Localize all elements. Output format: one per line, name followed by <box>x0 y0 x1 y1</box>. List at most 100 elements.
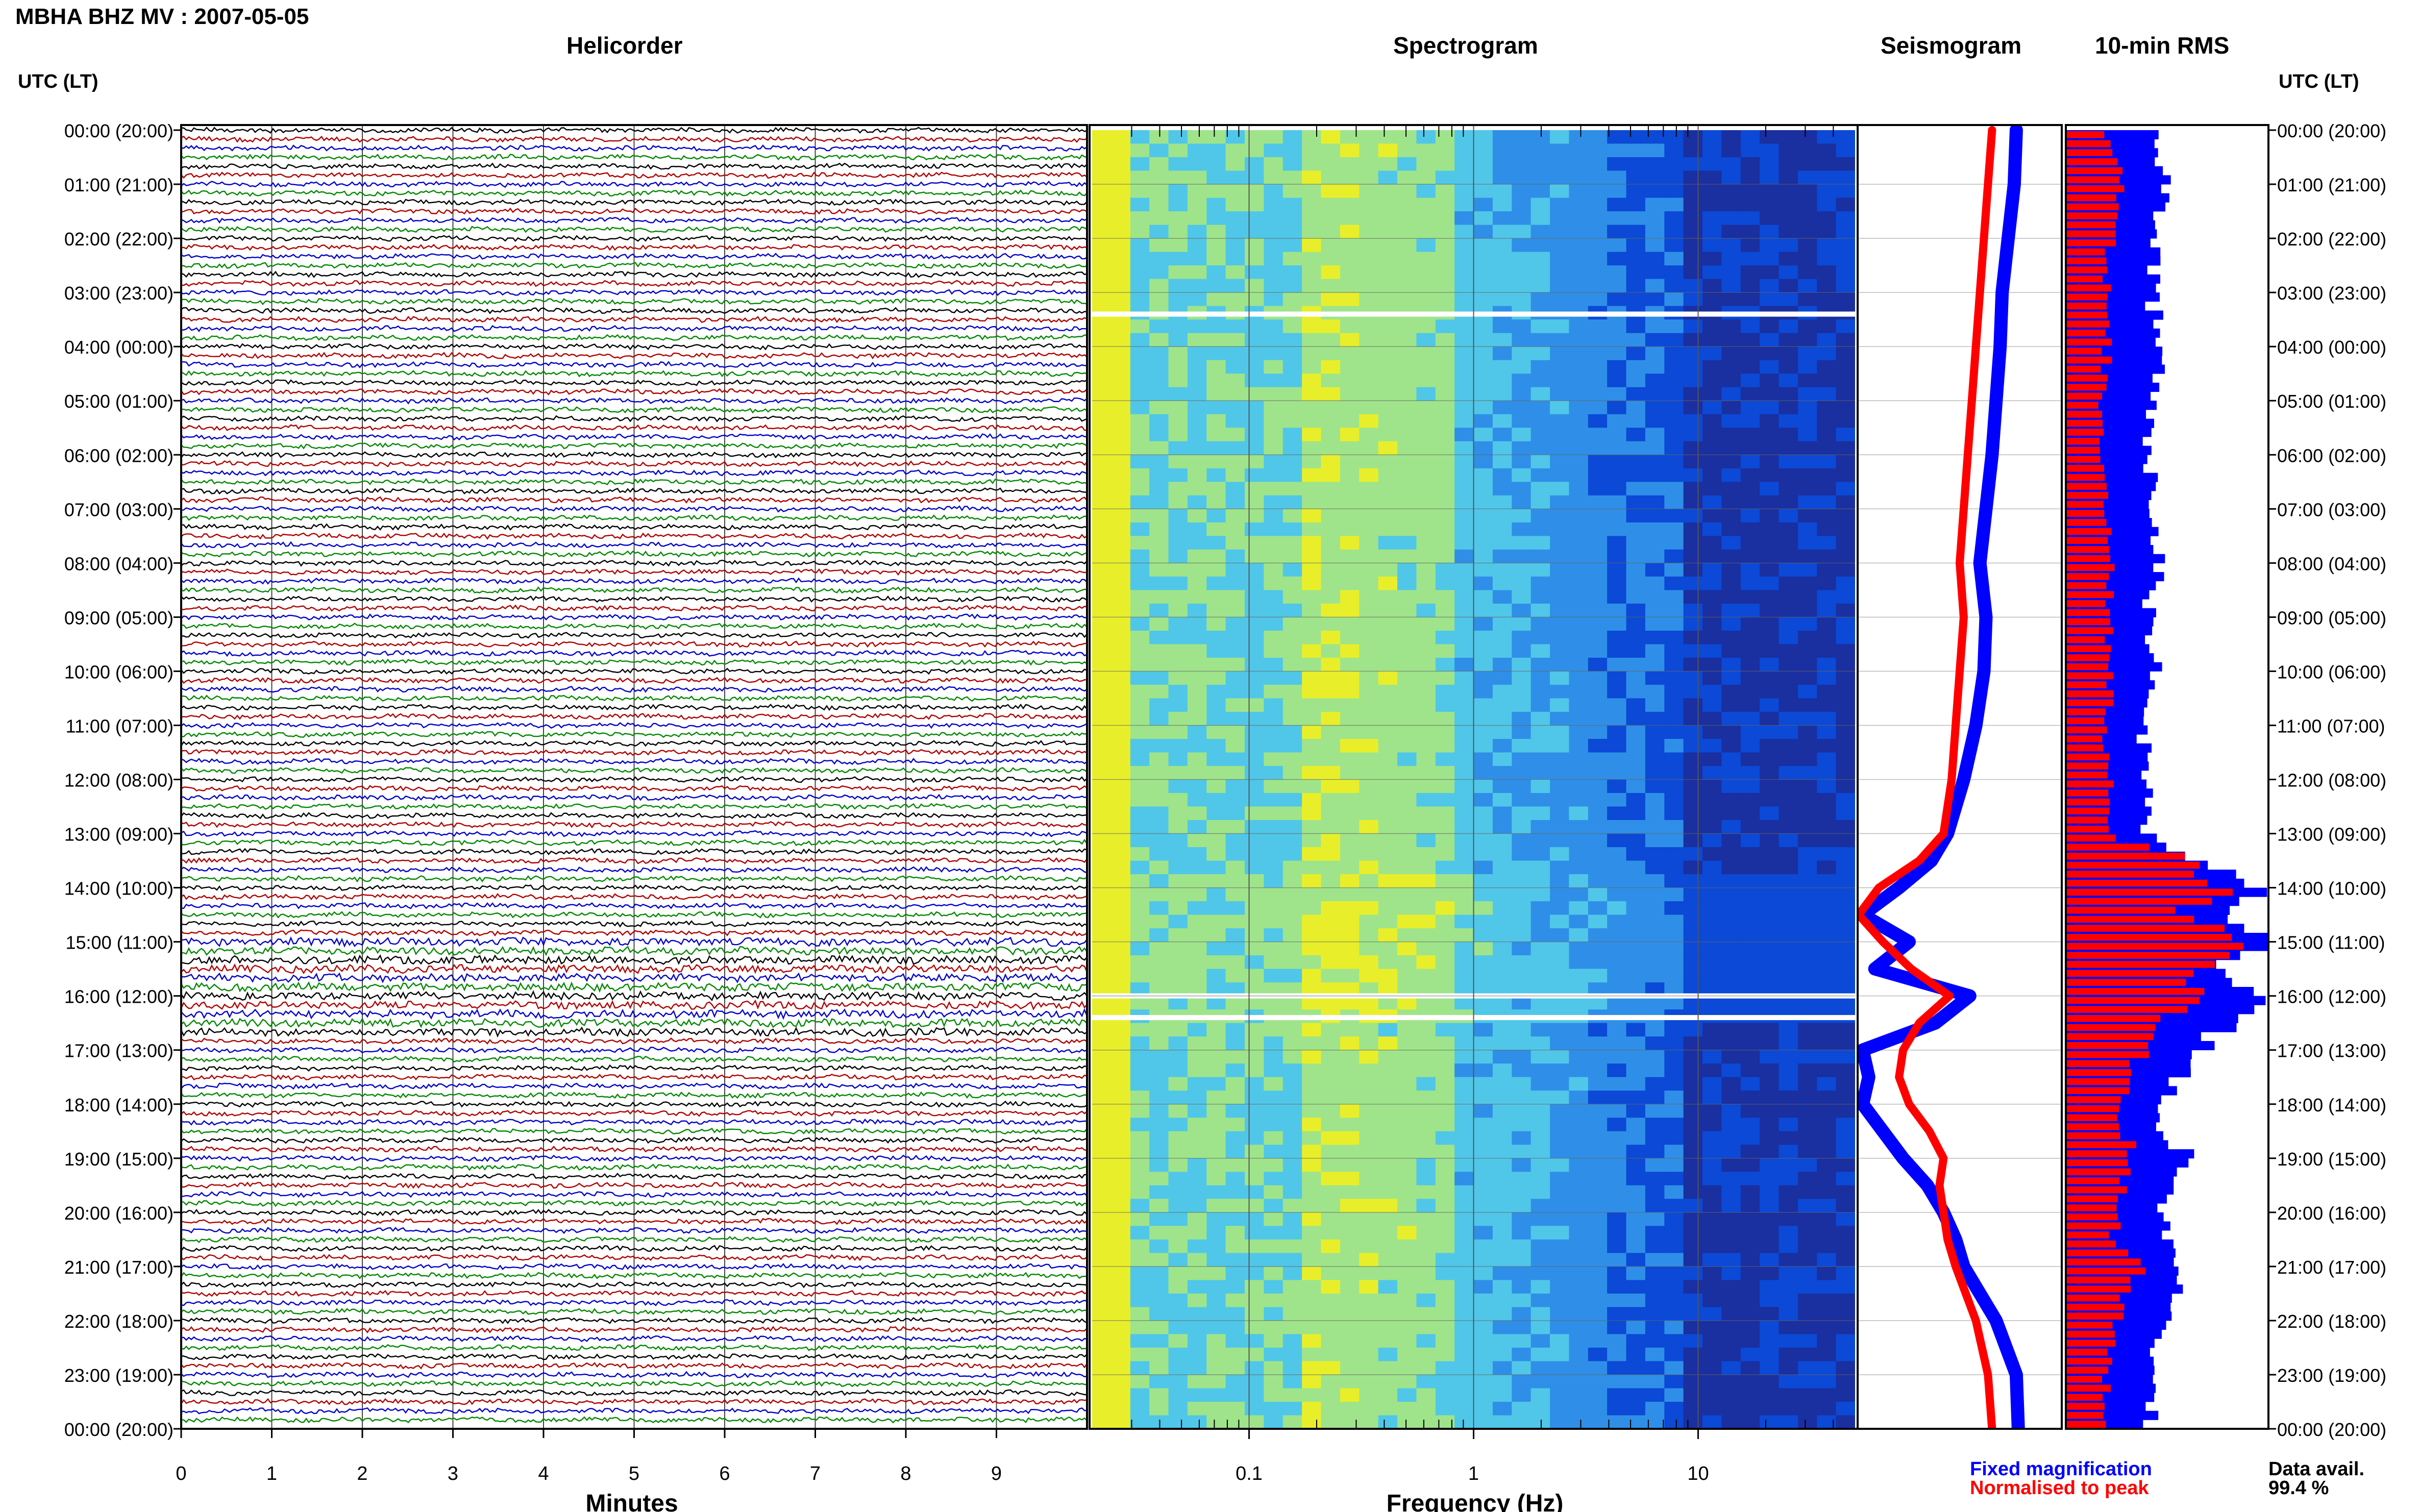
spectrogram-cell <box>1473 495 1493 509</box>
spectrogram-cell <box>1569 292 1589 307</box>
spectrogram-cell <box>1225 441 1245 455</box>
rms-bar-normalised <box>2067 1150 2127 1157</box>
spectrogram-cell <box>1550 1375 1569 1389</box>
spectrogram-cell <box>1416 860 1436 875</box>
spectrogram-cell <box>1740 549 1760 563</box>
spectrogram-cell <box>1760 428 1780 442</box>
spectrogram-cell <box>1149 130 1169 144</box>
spectrogram-cell <box>1683 1158 1703 1172</box>
spectrogram-cell <box>1626 197 1646 212</box>
spectrogram-cell <box>1531 739 1550 753</box>
spectrogram-cell <box>1187 482 1207 496</box>
spectrogram-cell <box>1721 157 1741 171</box>
spectrogram-cell <box>1321 536 1341 550</box>
spectrogram-cell <box>1473 319 1493 334</box>
spectrogram-cell <box>1416 820 1436 834</box>
spectrogram-cell <box>1473 874 1493 888</box>
spectrogram-cell <box>1092 1063 1112 1078</box>
spectrogram-cell <box>1626 684 1646 699</box>
time-label-left: 00:00 (20:00) <box>64 120 174 141</box>
spectrogram-cell <box>1435 725 1455 739</box>
spectrogram-cell <box>1378 1090 1398 1105</box>
spectrogram-cell <box>1588 468 1608 482</box>
spectrogram-cell <box>1817 252 1837 266</box>
spectrogram-cell <box>1321 969 1341 983</box>
spectrogram-cell <box>1607 482 1627 496</box>
spectrogram-cell <box>1282 509 1302 523</box>
spectrogram-cell <box>1626 779 1646 794</box>
spectrogram-cell <box>1588 1280 1608 1294</box>
rms-bar-normalised <box>2067 1069 2131 1076</box>
spectrogram-cell <box>1321 766 1341 780</box>
spectrogram-cell <box>1817 617 1837 631</box>
helicorder-x-tick-label: 0 <box>176 1463 186 1484</box>
spectrogram-cell <box>1149 1334 1169 1348</box>
spectrogram-cell <box>1683 630 1703 645</box>
spectrogram-cell <box>1702 495 1722 509</box>
spectrogram-cell <box>1760 1023 1780 1037</box>
spectrogram-cell <box>1645 820 1665 834</box>
spectrogram-cell <box>1760 711 1780 726</box>
spectrogram-cell <box>1454 455 1474 469</box>
spectrogram-cell <box>1092 509 1112 523</box>
spectrogram-cell <box>1512 495 1532 509</box>
spectrogram-cell <box>1779 941 1798 956</box>
spectrogram-cell <box>1321 1050 1341 1064</box>
spectrogram-cell <box>1416 319 1436 334</box>
spectrogram-cell <box>1702 536 1722 550</box>
spectrogram-cell <box>1282 468 1302 482</box>
spectrogram-cell <box>1760 1347 1780 1361</box>
spectrogram-cell <box>1111 225 1131 239</box>
spectrogram-cell <box>1760 752 1780 766</box>
spectrogram-cell <box>1206 482 1226 496</box>
spectrogram-cell <box>1206 617 1226 631</box>
spectrogram-cell <box>1282 401 1302 415</box>
rms-bar-normalised <box>2067 1159 2128 1167</box>
spectrogram-cell <box>1512 1266 1532 1280</box>
spectrogram-cell <box>1378 279 1398 293</box>
spectrogram-cell <box>1282 130 1302 144</box>
spectrogram-cell <box>1569 252 1589 266</box>
spectrogram-cell <box>1473 1023 1493 1037</box>
spectrogram-cell <box>1512 725 1532 739</box>
spectrogram-cell <box>1550 1023 1569 1037</box>
spectrogram-cell <box>1149 806 1169 821</box>
spectrogram-cell <box>1378 1375 1398 1389</box>
spectrogram-cell <box>1092 752 1112 766</box>
spectrogram-cell <box>1683 1050 1703 1064</box>
spectrogram-cell <box>1302 333 1322 347</box>
spectrogram-cell <box>1550 725 1569 739</box>
spectrogram-cell <box>1359 225 1379 239</box>
spectrogram-cell <box>1702 455 1722 469</box>
spectrogram-cell <box>1397 495 1417 509</box>
spectrogram-cell <box>1245 806 1264 821</box>
spectrogram-cell <box>1111 1253 1131 1267</box>
spectrogram-cell <box>1797 455 1817 469</box>
spectrogram-cell <box>1702 766 1722 780</box>
spectrogram-cell <box>1683 360 1703 374</box>
spectrogram-cell <box>1092 1023 1112 1037</box>
spectrogram-cell <box>1187 143 1207 158</box>
spectrogram-cell <box>1550 414 1569 428</box>
spectrogram-cell <box>1550 1090 1569 1105</box>
spectrogram-cell <box>1607 1063 1627 1078</box>
spectrogram-cell <box>1569 779 1589 794</box>
spectrogram-cell <box>1645 1402 1665 1416</box>
spectrogram-cell <box>1225 1280 1245 1294</box>
spectrogram-cell <box>1721 1334 1741 1348</box>
spectrogram-cell <box>1797 711 1817 726</box>
rms-bar-normalised <box>2067 744 2104 752</box>
spectrogram-cell <box>1416 1118 1436 1132</box>
spectrogram-cell <box>1512 617 1532 631</box>
spectrogram-cell <box>1664 319 1684 334</box>
spectrogram-cell <box>1492 847 1512 861</box>
spectrogram-cell <box>1149 1104 1169 1118</box>
spectrogram-cell <box>1378 1131 1398 1145</box>
spectrogram-cell <box>1683 1226 1703 1240</box>
spectrogram-cell <box>1435 1361 1455 1375</box>
spectrogram-cell <box>1645 1388 1665 1402</box>
spectrogram-cell <box>1206 914 1226 929</box>
spectrogram-cell <box>1512 1212 1532 1226</box>
spectrogram-cell <box>1149 225 1169 239</box>
spectrogram-cell <box>1740 766 1760 780</box>
